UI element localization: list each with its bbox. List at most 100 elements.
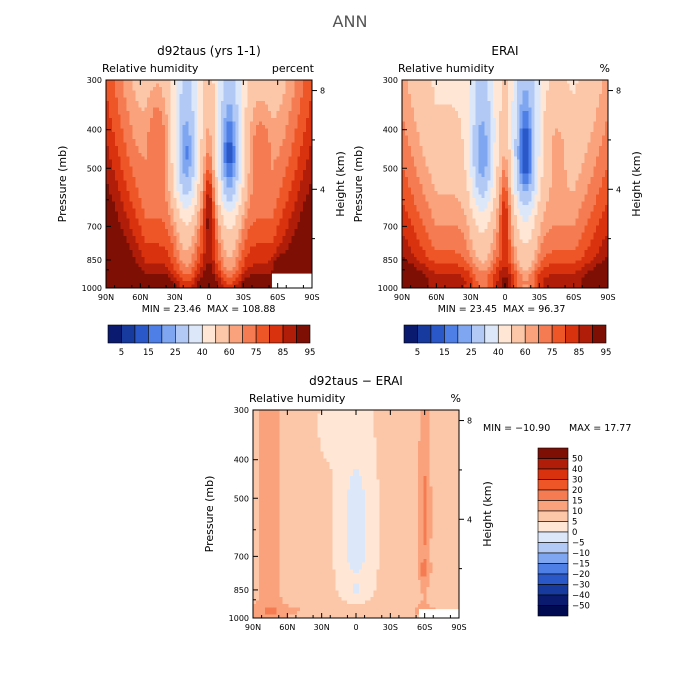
field-cell	[135, 274, 139, 279]
field-cell	[176, 215, 181, 220]
field-cell	[147, 242, 151, 247]
field-cell	[129, 121, 134, 126]
field-cell	[123, 152, 128, 157]
field-cell	[158, 159, 163, 164]
field-cell	[126, 215, 131, 220]
field-cell	[153, 215, 157, 220]
field-cell	[106, 263, 110, 268]
field-cell	[123, 281, 128, 286]
field-cell	[123, 114, 128, 119]
field-cell	[141, 100, 145, 105]
field-cell	[108, 180, 113, 185]
field-cell	[153, 149, 157, 154]
field-cell	[167, 118, 172, 123]
field-cell	[200, 121, 204, 126]
field-cell	[179, 249, 184, 254]
field-cell	[161, 166, 166, 171]
field-cell	[114, 114, 119, 119]
field-cell	[182, 284, 187, 289]
field-cell	[194, 128, 198, 133]
field-cell	[203, 128, 207, 133]
field-cell	[167, 215, 172, 220]
field-cell	[164, 145, 169, 150]
field-cell	[209, 246, 213, 251]
field-cell	[150, 118, 154, 123]
field-cell	[135, 239, 139, 244]
field-cell	[214, 229, 219, 234]
field-cell	[144, 180, 148, 185]
field-cell	[211, 236, 216, 241]
field-cell	[200, 215, 204, 220]
field-cell	[209, 236, 213, 241]
field-cell	[173, 190, 178, 195]
field-cell	[206, 197, 210, 202]
field-cell	[150, 125, 154, 130]
field-cell	[120, 211, 125, 216]
field-cell	[108, 253, 113, 258]
field-cell	[200, 93, 204, 98]
field-cell	[153, 93, 157, 98]
field-cell	[203, 187, 207, 192]
field-cell	[132, 208, 137, 213]
field-cell	[111, 281, 116, 286]
field-cell	[206, 260, 210, 265]
field-cell	[223, 190, 228, 195]
field-cell	[220, 267, 225, 272]
field-cell	[191, 107, 195, 112]
field-cell	[147, 159, 151, 164]
field-cell	[147, 180, 151, 185]
field-cell	[144, 104, 148, 109]
field-cell	[176, 232, 181, 237]
field-cell	[167, 100, 172, 105]
field-cell	[106, 190, 110, 195]
field-cell	[170, 225, 175, 230]
field-cell	[170, 163, 175, 168]
field-cell	[126, 284, 131, 289]
field-cell	[147, 215, 151, 220]
field-cell	[182, 125, 187, 130]
field-cell	[164, 173, 169, 178]
field-cell	[188, 263, 192, 268]
field-cell	[141, 149, 145, 154]
field-cell	[176, 125, 181, 130]
field-cell	[147, 249, 151, 254]
field-cell	[144, 90, 148, 95]
field-cell	[191, 201, 195, 206]
field-cell	[111, 149, 116, 154]
field-cell	[214, 149, 219, 154]
field-cell	[176, 138, 181, 143]
field-cell	[108, 170, 113, 175]
field-cell	[206, 236, 210, 241]
field-cell	[150, 170, 154, 175]
field-cell	[129, 184, 134, 189]
field-cell	[173, 93, 178, 98]
field-cell	[135, 83, 139, 88]
field-cell	[120, 267, 125, 272]
field-cell	[114, 152, 119, 157]
field-cell	[138, 218, 142, 223]
field-cell	[138, 97, 142, 102]
field-cell	[173, 218, 178, 223]
field-cell	[141, 281, 145, 286]
field-cell	[147, 263, 151, 268]
field-cell	[176, 222, 181, 227]
field-cell	[211, 135, 216, 140]
field-cell	[156, 83, 160, 88]
field-cell	[132, 166, 137, 171]
field-cell	[120, 159, 125, 164]
field-cell	[158, 260, 163, 265]
field-cell	[106, 267, 110, 272]
field-cell	[144, 163, 148, 168]
field-cell	[126, 104, 131, 109]
field-cell	[114, 201, 119, 206]
field-cell	[120, 156, 125, 161]
field-cell	[141, 90, 145, 95]
field-cell	[132, 180, 137, 185]
field-cell	[214, 114, 219, 119]
field-cell	[120, 284, 125, 289]
field-cell	[117, 211, 122, 216]
field-cell	[206, 187, 210, 192]
field-cell	[173, 145, 178, 150]
field-cell	[111, 100, 116, 105]
field-cell	[158, 177, 163, 182]
